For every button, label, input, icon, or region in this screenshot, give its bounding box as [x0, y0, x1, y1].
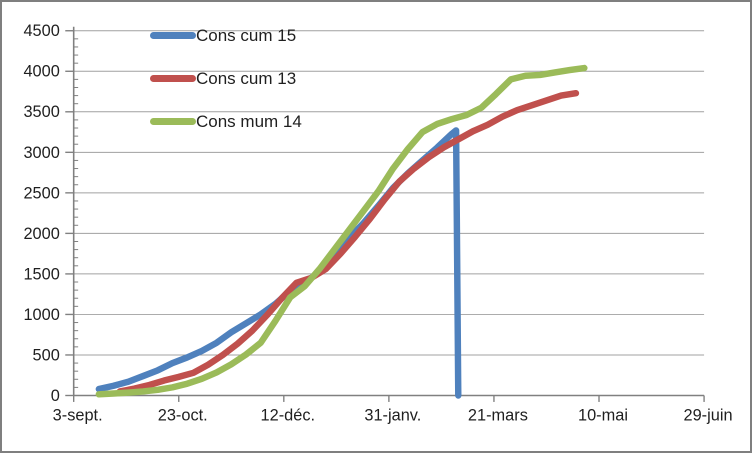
legend-swatch-cons-cum-15	[150, 31, 196, 39]
y-tick-label: 2000	[23, 225, 59, 243]
y-tick-label: 3000	[23, 144, 59, 162]
series-line-cons-cum-15	[95, 127, 462, 399]
y-tick-label: 1500	[23, 265, 59, 283]
y-tick-label: 3500	[23, 103, 59, 121]
y-tick-label: 500	[33, 346, 60, 364]
y-tick-label: 4500	[23, 22, 59, 40]
x-tick-label: 31-janv.	[364, 406, 421, 424]
legend-label: Cons cum 15	[196, 25, 297, 45]
x-tick-label: 10-mai	[578, 406, 628, 424]
y-tick-label: 1000	[23, 306, 59, 324]
x-tick-label: 21-mars	[468, 406, 528, 424]
y-tick-label: 2500	[23, 184, 59, 202]
legend-item-cons-mum-14: Cons mum 14	[150, 109, 302, 133]
x-tick-label: 29-juin	[684, 406, 733, 424]
legend-swatch-cons-cum-13	[150, 74, 196, 82]
legend-label: Cons mum 14	[196, 111, 302, 131]
legend-item-cons-cum-13: Cons cum 13	[150, 66, 296, 90]
x-tick-label: 3-sept.	[53, 406, 103, 424]
series-line-cons-mum-14	[95, 64, 588, 398]
legend-item-cons-cum-15: Cons cum 15	[150, 23, 296, 47]
x-tick-label: 23-oct.	[158, 406, 208, 424]
x-tick-label: 12-déc.	[261, 406, 316, 424]
legend-swatch-cons-mum-14	[150, 117, 196, 125]
y-tick-label: 4000	[23, 63, 59, 81]
y-tick-label: 0	[51, 387, 60, 405]
series-line-cons-cum-13	[116, 89, 580, 395]
legend-label: Cons cum 13	[196, 68, 297, 88]
